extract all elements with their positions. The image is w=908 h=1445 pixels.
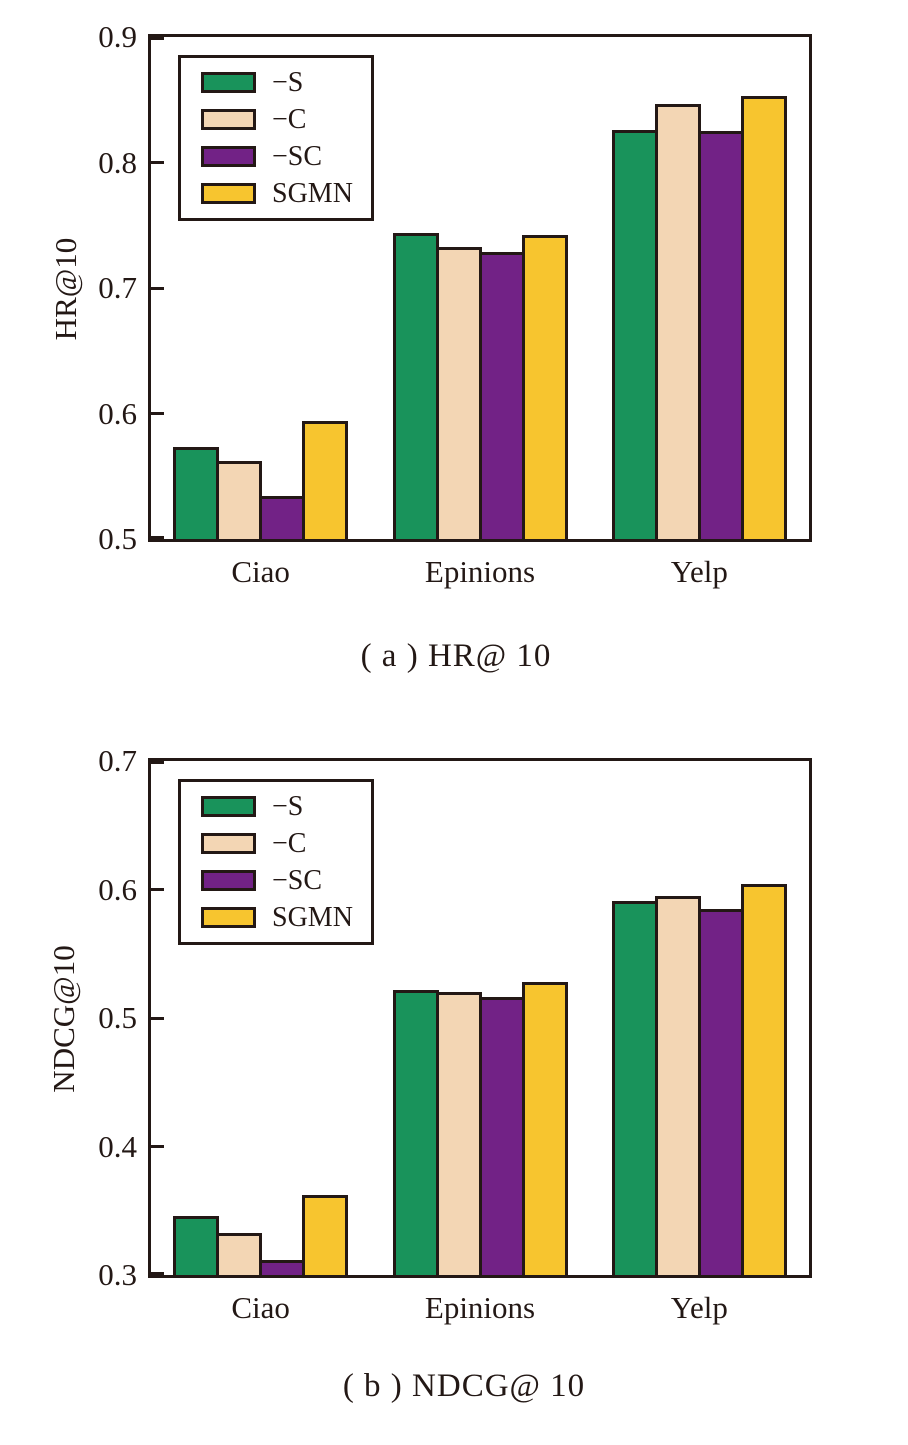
legend-label: −C — [272, 827, 307, 859]
bar-C-ciao — [216, 461, 263, 542]
bar-SC-ciao — [259, 496, 306, 542]
legend-item: −SC — [201, 141, 353, 172]
y-tick-label: 0.7 — [98, 743, 137, 778]
y-tick-label: 0.7 — [98, 270, 137, 305]
bar-chart-hr10-plot: −S −C −SC SGMN — [148, 34, 812, 542]
y-tick-mark — [151, 888, 164, 891]
bar-S-yelp — [611, 129, 658, 542]
bar-chart-ndcg10-plot: −S −C −SC SGMN — [148, 758, 812, 1278]
bar-C-ciao — [216, 1232, 263, 1278]
y-tick-label: 0.6 — [98, 871, 137, 907]
bar-SC-epinions — [478, 251, 525, 542]
legend-item: −C — [201, 104, 353, 135]
bar-C-epinions — [435, 246, 482, 542]
y-tick-mark — [151, 1145, 164, 1148]
chart-caption-a: ( a ) HR@ 10 — [360, 638, 552, 674]
y-tick-mark — [151, 761, 164, 764]
y-tick-mark — [151, 37, 164, 40]
x-tick-label-ciao: Ciao — [231, 554, 290, 589]
legend-swatch-icon — [201, 870, 256, 891]
bar-SGMN-yelp — [740, 96, 787, 542]
bar-SGMN-epinions — [521, 982, 568, 1278]
legend-swatch-icon — [201, 183, 256, 204]
bar-S-epinions — [392, 232, 439, 542]
legend-swatch-icon — [201, 146, 256, 167]
y-tick-label: 0.6 — [98, 395, 137, 431]
legend-item: −S — [201, 791, 353, 822]
legend-swatch-icon — [201, 833, 256, 854]
bar-S-ciao — [173, 1215, 220, 1278]
y-tick-mark — [151, 286, 164, 290]
legend-label: −SC — [272, 864, 323, 896]
bar-SGMN-ciao — [302, 421, 349, 542]
y-tick-label: 0.5 — [98, 521, 137, 556]
y-tick-mark — [151, 1272, 164, 1275]
x-tick-label-epinions: Epinions — [424, 1290, 536, 1325]
bar-C-epinions — [435, 992, 482, 1278]
bar-SC-ciao — [259, 1259, 306, 1278]
legend-label: −S — [272, 66, 304, 98]
y-tick-label: 0.4 — [98, 1128, 137, 1164]
y-tick-mark — [151, 161, 164, 164]
y-tick-label: 0.9 — [98, 19, 137, 54]
legend-item: −S — [201, 67, 353, 98]
bar-S-yelp — [611, 901, 658, 1278]
legend-item: −SC — [201, 865, 353, 896]
legend-label: −C — [272, 103, 307, 135]
legend-item: −C — [201, 828, 353, 859]
y-tick-label: 0.3 — [98, 1257, 137, 1292]
x-tick-label-yelp: Yelp — [670, 554, 728, 589]
legend-label: SGMN — [272, 177, 353, 209]
x-tick-label-epinions: Epinions — [424, 554, 536, 589]
bar-SC-yelp — [697, 131, 744, 542]
y-tick-mark — [151, 1016, 164, 1020]
bar-SC-yelp — [697, 908, 744, 1278]
bar-SGMN-ciao — [302, 1195, 349, 1278]
legend-label: −SC — [272, 140, 323, 172]
x-tick-label-yelp: Yelp — [670, 1290, 728, 1325]
legend-label: SGMN — [272, 901, 353, 933]
legend-swatch-icon — [201, 907, 256, 928]
bar-C-yelp — [654, 895, 701, 1278]
legend-swatch-icon — [201, 109, 256, 130]
chart-caption-b: ( b ) NDCG@ 10 — [342, 1368, 586, 1404]
bar-SGMN-epinions — [521, 235, 568, 542]
legend: −S −C −SC SGMN — [178, 779, 374, 945]
bar-SGMN-yelp — [740, 884, 787, 1278]
legend-item: SGMN — [201, 178, 353, 209]
y-tick-mark — [151, 536, 164, 539]
bar-SC-epinions — [478, 997, 525, 1278]
y-tick-label: 0.5 — [98, 1000, 137, 1035]
x-tick-label-ciao: Ciao — [231, 1290, 290, 1325]
legend: −S −C −SC SGMN — [178, 55, 374, 221]
y-tick-mark — [151, 412, 164, 415]
legend-swatch-icon — [201, 796, 256, 817]
bar-S-epinions — [392, 989, 439, 1278]
legend-label: −S — [272, 790, 304, 822]
bar-C-yelp — [654, 103, 701, 542]
legend-swatch-icon — [201, 72, 256, 93]
bar-S-ciao — [173, 447, 220, 542]
legend-item: SGMN — [201, 902, 353, 933]
y-tick-label: 0.8 — [98, 144, 137, 180]
